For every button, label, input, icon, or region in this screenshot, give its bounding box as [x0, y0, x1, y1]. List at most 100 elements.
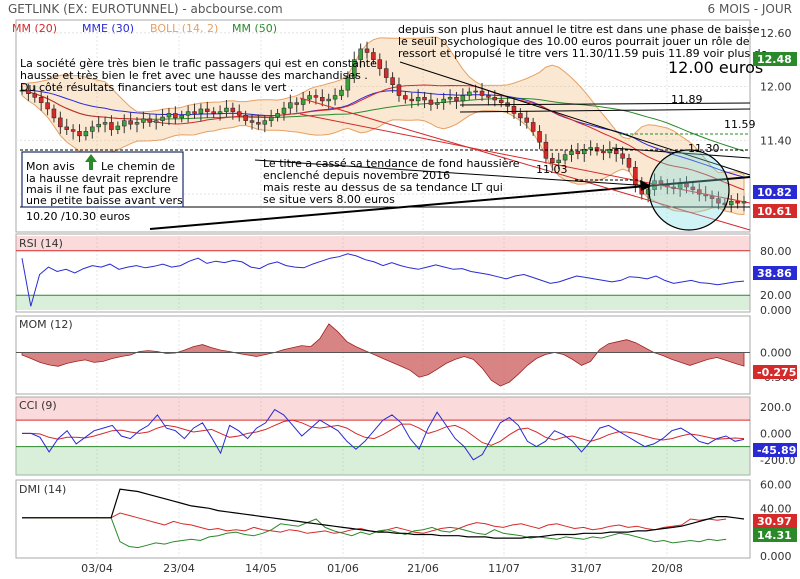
candle-body	[90, 126, 95, 132]
candle-body	[96, 123, 101, 128]
candle-body	[147, 118, 153, 123]
cci-y-tick: 200.0	[760, 401, 792, 414]
badge-cci: -45.89	[757, 444, 796, 457]
candle-body	[236, 111, 242, 116]
x-tick-label: 21/06	[407, 562, 439, 575]
bollinger-band	[21, 36, 745, 216]
candle-body	[281, 107, 287, 114]
mom-y-tick: 0.000	[760, 347, 792, 360]
candle-body	[64, 126, 69, 130]
legend-mm50: MM (50)	[232, 22, 277, 35]
cci-line	[22, 408, 745, 461]
candle-body	[518, 113, 523, 119]
candle-body	[358, 48, 363, 60]
trend-lines	[20, 61, 751, 231]
candle-body	[121, 120, 127, 127]
candle-body	[249, 120, 255, 123]
candle-body	[620, 153, 625, 159]
dmi-plus-line	[22, 512, 727, 534]
rsi-title: RSI (14)	[19, 237, 63, 250]
candle-body	[243, 114, 248, 121]
x-tick-label: 31/07	[570, 562, 602, 575]
candle-body	[262, 120, 268, 125]
x-tick-label: 20/08	[651, 562, 683, 575]
candle-body	[179, 114, 184, 119]
x-tick-label: 03/04	[81, 562, 113, 575]
candle-body	[377, 59, 383, 69]
candle-body	[198, 108, 204, 114]
candle-body	[38, 97, 44, 103]
candle-body	[626, 158, 632, 168]
value-badges: 12.48 10.82 10.61 38.86 -0.275 -45.89 30…	[753, 52, 797, 542]
candle-body	[109, 122, 114, 130]
svg-text:10.20 /10.30 euros: 10.20 /10.30 euros	[26, 210, 130, 223]
candle-body	[473, 90, 478, 93]
candle-body	[294, 102, 299, 105]
svg-text:mais il ne faut pas exclure: mais il ne faut pas exclure	[26, 183, 171, 196]
candle-body	[115, 125, 121, 130]
candle-body	[153, 120, 159, 123]
candle-body	[728, 201, 734, 206]
candle-body	[428, 99, 434, 105]
candle-body	[166, 113, 172, 118]
svg-text:se situe vers 8.00 euros: se situe vers 8.00 euros	[263, 193, 395, 206]
candle-body	[530, 122, 536, 132]
candle-body	[134, 122, 140, 125]
candle-body	[345, 77, 351, 91]
mom-panel	[15, 315, 751, 395]
rsi-line	[21, 253, 745, 307]
price-y-tick: 12.60	[760, 27, 792, 40]
candle-body	[128, 120, 133, 125]
candle-body	[645, 189, 651, 195]
price-y-tick: 11.40	[760, 134, 792, 147]
svg-text:Du côté résultats financiers t: Du côté résultats financiers tout est da…	[20, 81, 293, 94]
legend-boll: BOLL (14, 2)	[150, 22, 218, 35]
period-label: 6 MOIS - JOUR	[708, 2, 792, 16]
dmi-title: DMI (14)	[19, 483, 66, 496]
candle-body	[556, 159, 561, 164]
candle-body	[460, 95, 466, 102]
dmi-y-tick: 40.00	[760, 502, 792, 515]
x-tick-label: 01/06	[327, 562, 359, 575]
candle-body	[467, 91, 472, 96]
target-text: 12.00 euros	[668, 58, 763, 77]
chart-title: GETLINK (EX: EUROTUNNEL) - abcbourse.com	[8, 2, 283, 16]
cci-y-tick: -200.0	[760, 454, 795, 467]
candle-body	[19, 89, 25, 92]
svg-text:enclenché depuis novembre 2016: enclenché depuis novembre 2016	[263, 169, 450, 182]
candle-body	[326, 98, 331, 102]
x-tick-label: 11/07	[488, 562, 520, 575]
candle-body	[716, 198, 721, 204]
svg-text:une petite baisse avant vers: une petite baisse avant vers	[26, 194, 183, 207]
cci-signal-line	[22, 419, 745, 446]
candle-body	[582, 149, 587, 155]
candle-body	[383, 68, 389, 78]
candle-body	[26, 89, 31, 94]
rsi-y-tick: 20.00	[760, 289, 792, 302]
svg-text:mais reste au dessus de sa ten: mais reste au dessus de sa tendance LT q…	[263, 181, 503, 194]
candle-body	[690, 186, 696, 190]
rsi-overbought-zone	[16, 236, 750, 251]
candle-body	[173, 113, 178, 119]
candle-body	[486, 95, 491, 98]
candle-body	[492, 97, 498, 101]
svg-text:Mon avis: Mon avis	[26, 160, 75, 173]
candle-body	[550, 158, 555, 164]
candle-body	[332, 95, 338, 100]
rsi-oversold-zone	[16, 295, 750, 310]
candle-body	[409, 98, 415, 102]
candle-body	[447, 97, 453, 100]
svg-text:Le chemin de: Le chemin de	[101, 160, 175, 173]
candle-body	[524, 117, 530, 123]
candle-body	[601, 150, 606, 154]
outlook-annotation: depuis son plus haut annuel le titre est…	[398, 23, 768, 77]
badge-mm50: 12.48	[757, 53, 792, 66]
svg-text:Le titre a cassé sa tendance d: Le titre a cassé sa tendance de fond hau…	[263, 157, 520, 170]
mom-title: MOM (12)	[19, 318, 73, 331]
x-tick-label: 23/04	[163, 562, 195, 575]
candle-body	[351, 59, 357, 78]
candle-body	[320, 97, 325, 102]
candle-body	[588, 147, 593, 150]
candle-body	[479, 90, 485, 96]
candle-body	[371, 52, 376, 60]
